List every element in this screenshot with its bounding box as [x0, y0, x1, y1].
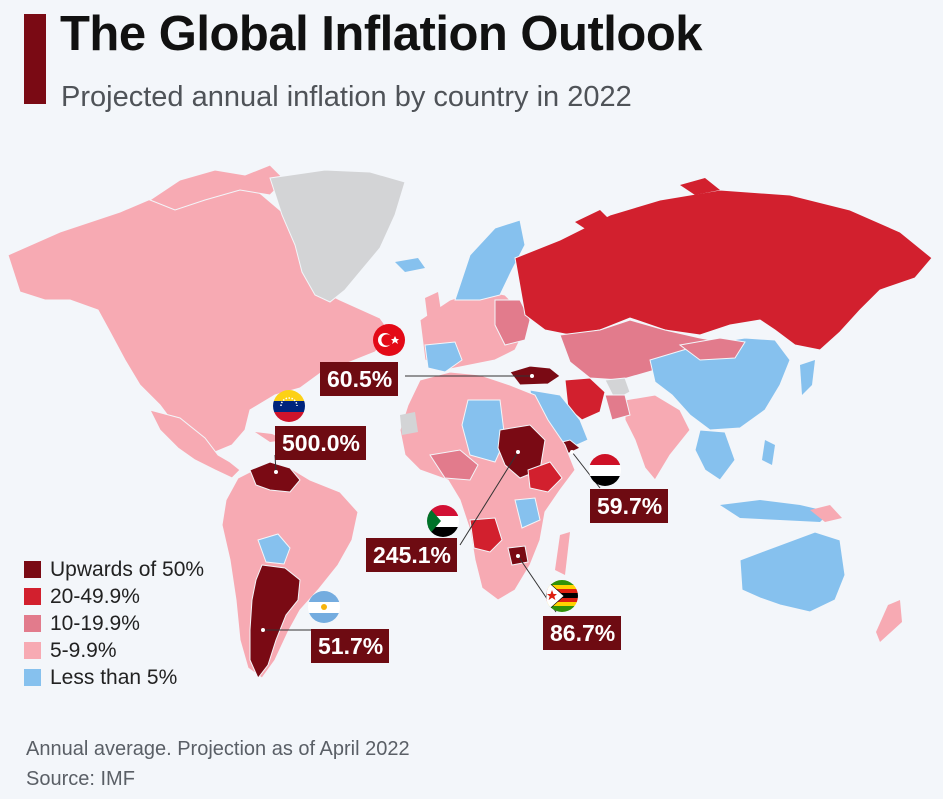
yemen-flag-icon [589, 454, 621, 486]
legend-label: Less than 5% [50, 665, 178, 689]
page-title: The Global Inflation Outlook [60, 7, 703, 61]
region-north-africa-blue [461, 399, 506, 463]
venezuela-flag-icon [273, 390, 305, 422]
region-bolivia [257, 533, 291, 565]
region-iceland [395, 258, 425, 272]
region-indonesia [720, 500, 830, 522]
region-papua [810, 505, 842, 522]
region-new-zealand [876, 600, 902, 642]
sudan-inflation-label: 245.1% [366, 538, 458, 572]
zimbabwe-marker [516, 554, 520, 558]
region-madagascar [555, 532, 570, 575]
region-russia [514, 189, 933, 351]
sudan-marker [516, 450, 520, 454]
region-scandinavia [454, 219, 526, 301]
region-central-africa [429, 449, 479, 481]
turkey-flag-icon [373, 324, 405, 356]
sudan-flag-icon [427, 505, 459, 537]
legend-label: 10-19.9% [50, 611, 140, 635]
legend-item: 10-19.9% [24, 610, 204, 637]
footnote: Annual average. Projection as of April 2… [26, 738, 410, 760]
legend-label: Upwards of 50% [50, 557, 205, 581]
region-southeast-asia [694, 429, 736, 481]
region-east-africa-blue [514, 497, 541, 529]
region-philippines [762, 440, 775, 465]
legend-item: Upwards of 50% [24, 556, 204, 583]
turkey-inflation-label: 60.5% [320, 362, 399, 396]
legend-item: Less than 5% [24, 664, 204, 691]
region-japan [800, 360, 815, 395]
legend-label: 5-9.9% [50, 638, 117, 662]
region-uk [425, 292, 442, 322]
argentina-flag-icon [308, 591, 340, 623]
title-accent-bar [24, 14, 46, 104]
sudan-leader-line [459, 451, 519, 546]
region-venezuela [249, 461, 301, 493]
region-iberia [424, 341, 463, 373]
region-india [624, 394, 691, 481]
legend-swatch [24, 642, 41, 659]
region-argentina [249, 564, 301, 679]
region-australia [739, 531, 846, 613]
source-note: Source: IMF [26, 768, 135, 790]
region-turkey [509, 365, 561, 386]
region-pakistan [604, 394, 631, 421]
legend-swatch [24, 588, 41, 605]
turkey-marker [530, 374, 534, 378]
region-mongolia [678, 337, 746, 361]
argentina-marker [261, 628, 265, 632]
region-eastern-europe [494, 299, 531, 346]
yemen-inflation-label: 59.7% [590, 489, 669, 523]
zimbabwe-flag-icon [546, 580, 578, 612]
legend-label: 20-49.9% [50, 584, 140, 608]
venezuela-marker [274, 470, 278, 474]
region-china [649, 337, 791, 431]
legend: Upwards of 50% 20-49.9% 10-19.9% 5-9.9% … [24, 556, 204, 691]
yemen-marker [570, 450, 574, 454]
zimbabwe-inflation-label: 86.7% [543, 616, 622, 650]
region-western-sahara [400, 412, 418, 435]
region-mexico [149, 409, 241, 479]
legend-swatch [24, 561, 41, 578]
argentina-inflation-label: 51.7% [311, 629, 390, 663]
venezuela-inflation-label: 500.0% [275, 426, 367, 460]
legend-swatch [24, 615, 41, 632]
page-subtitle: Projected annual inflation by country in… [61, 81, 632, 113]
legend-item: 5-9.9% [24, 637, 204, 664]
region-angola [469, 517, 503, 553]
region-greenland [269, 169, 406, 303]
region-russia-islands [575, 178, 720, 232]
legend-swatch [24, 669, 41, 686]
legend-item: 20-49.9% [24, 583, 204, 610]
region-ethiopia [527, 461, 563, 493]
